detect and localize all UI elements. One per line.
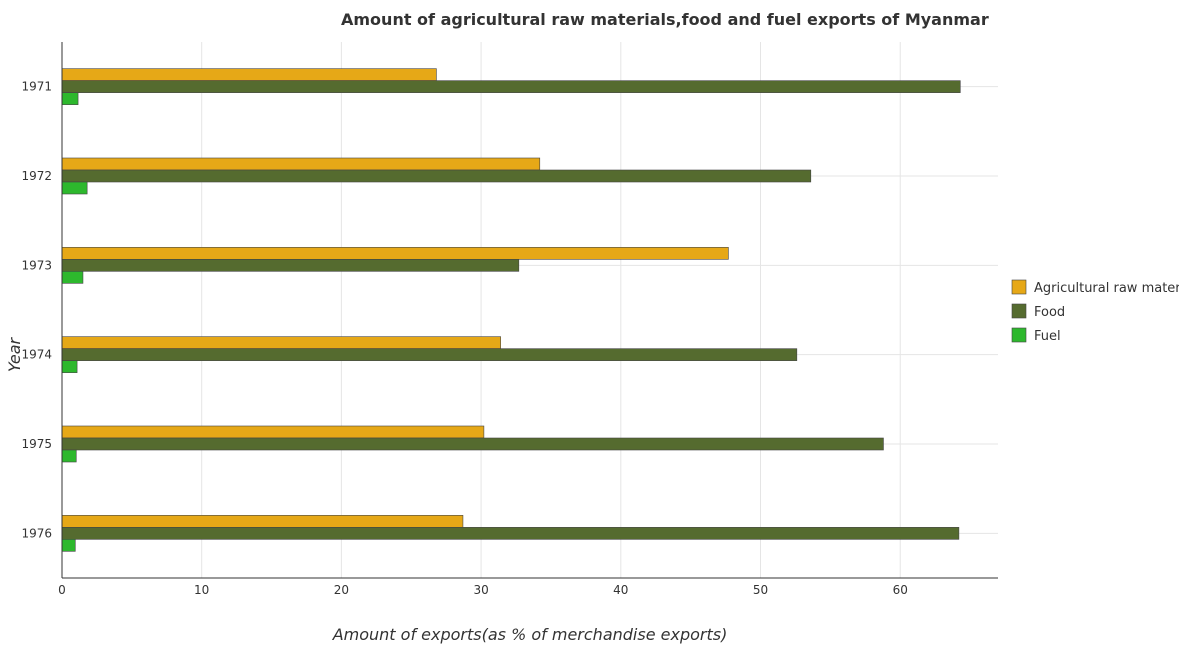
y-tick-label: 1976: [21, 526, 52, 540]
x-tick-label: 0: [58, 583, 66, 597]
x-tick-label: 20: [334, 583, 349, 597]
bar-agricultural-raw-materials-1972: [61, 157, 541, 171]
bar-fuel-1973: [61, 271, 84, 284]
bar-food-1972: [61, 169, 812, 183]
y-tick-label: 1973: [21, 258, 52, 272]
x-tick-label: 50: [753, 583, 768, 597]
x-tick-labels: 0 10 20 30 40 50 60: [58, 583, 908, 597]
y-axis-label: Year: [5, 336, 24, 372]
bar-fuel-1976: [61, 539, 76, 552]
y-tick-labels: 1971 1972 1973 1974 1975 1976: [21, 80, 52, 541]
chart-title: Amount of agricultural raw materials,foo…: [341, 10, 989, 29]
bar-food-1976: [61, 527, 960, 540]
legend-swatch: [1011, 303, 1027, 319]
bar-agricultural-raw-materials-1974: [61, 336, 501, 349]
bar-fuel-1975: [61, 449, 77, 463]
legend-label: Agricultural raw materials: [1034, 281, 1179, 296]
grid: [61, 42, 998, 578]
x-tick-label: 40: [613, 583, 628, 597]
y-tick-label: 1975: [21, 437, 52, 451]
bar-agricultural-raw-materials-1975: [61, 425, 485, 439]
bar-food-1975: [61, 437, 884, 451]
legend: Agricultural raw materials Food Fuel: [1011, 279, 1179, 344]
bar-food-1974: [61, 348, 798, 361]
y-tick-label: 1974: [21, 348, 52, 362]
bar-agricultural-raw-materials-1976: [61, 515, 464, 528]
x-tick-label: 30: [473, 583, 488, 597]
bar-agricultural-raw-materials-1971: [61, 68, 437, 81]
bar-fuel-1974: [61, 360, 78, 373]
bar-fuel-1972: [61, 181, 88, 195]
axes: [61, 42, 998, 579]
bars: [61, 68, 961, 552]
y-tick-label: 1972: [21, 169, 52, 183]
bar-food-1971: [61, 80, 961, 93]
legend-label: Fuel: [1034, 329, 1061, 344]
legend-swatch: [1011, 279, 1027, 295]
x-axis-label: Amount of exports(as % of merchandise ex…: [332, 625, 728, 644]
bar-fuel-1971: [61, 92, 79, 105]
y-tick-label: 1971: [21, 80, 52, 94]
legend-swatch: [1011, 327, 1027, 343]
bar-agricultural-raw-materials-1973: [61, 247, 729, 260]
x-tick-label: 60: [893, 583, 908, 597]
legend-label: Food: [1034, 305, 1065, 320]
x-tick-label: 10: [194, 583, 209, 597]
bar-food-1973: [61, 259, 520, 272]
